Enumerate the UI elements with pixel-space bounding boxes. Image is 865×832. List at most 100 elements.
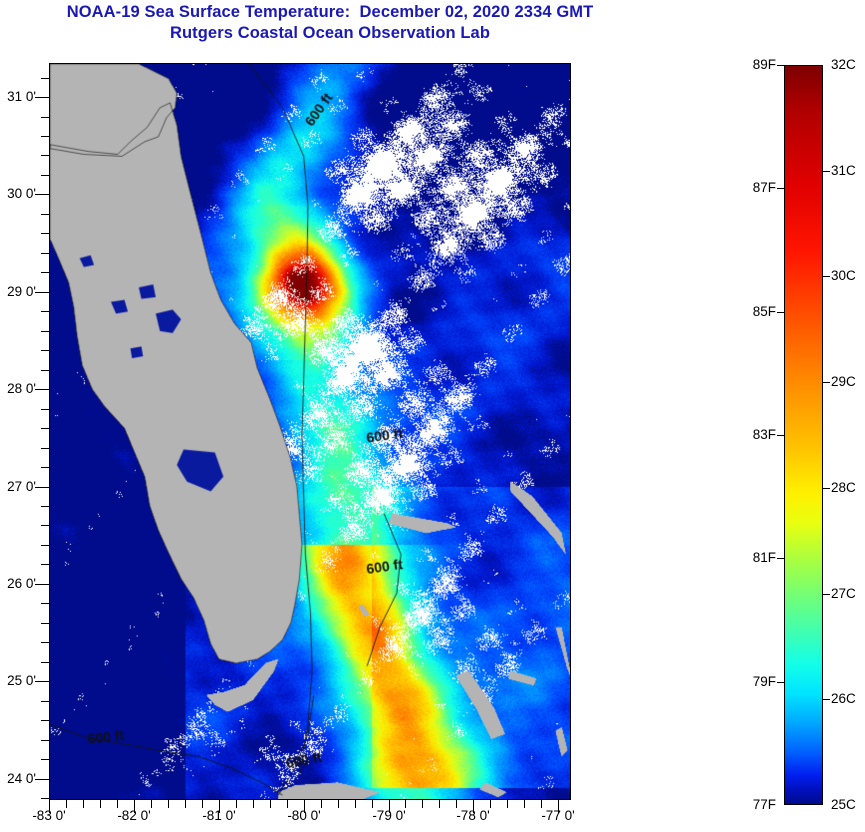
x-axis-tick-minor bbox=[100, 800, 101, 808]
x-axis-tick-minor bbox=[541, 800, 542, 808]
x-axis-label: -78 0' bbox=[456, 808, 490, 823]
y-axis-label: 25 0' bbox=[7, 673, 36, 688]
y-axis-tick-minor bbox=[41, 798, 49, 799]
y-axis-tick-minor bbox=[41, 642, 49, 643]
y-axis-tick-minor bbox=[41, 311, 49, 312]
colorbar-tick-fahrenheit bbox=[777, 682, 784, 683]
sst-raster-image bbox=[50, 64, 570, 799]
colorbar-tick-celsius bbox=[823, 382, 830, 383]
y-axis-tick-major bbox=[35, 779, 49, 780]
y-axis-tick-major bbox=[35, 194, 49, 195]
y-axis-tick-minor bbox=[41, 409, 49, 410]
colorbar-label-fahrenheit: 79F bbox=[752, 674, 776, 689]
x-axis-tick-minor bbox=[270, 800, 271, 808]
x-axis-tick-minor bbox=[338, 800, 339, 808]
colorbar-tick-celsius bbox=[823, 488, 830, 489]
y-axis-tick-major bbox=[35, 681, 49, 682]
colorbar-label-celsius: 26C bbox=[831, 691, 856, 706]
x-axis-tick-minor bbox=[439, 800, 440, 808]
colorbar-label-celsius: 31C bbox=[831, 163, 856, 178]
y-axis-label: 30 0' bbox=[7, 186, 36, 201]
temperature-colorbar[interactable] bbox=[784, 65, 823, 805]
x-axis-tick-major bbox=[219, 800, 220, 813]
colorbar-tick-celsius bbox=[823, 594, 830, 595]
x-axis-tick-minor bbox=[490, 800, 491, 808]
colorbar-label-fahrenheit: 89F bbox=[752, 57, 776, 72]
y-axis-tick-minor bbox=[41, 564, 49, 565]
y-axis-label: 31 0' bbox=[7, 89, 36, 104]
x-axis-tick-minor bbox=[83, 800, 84, 808]
colorbar-tick-celsius bbox=[823, 276, 830, 277]
colorbar-tick-celsius bbox=[823, 699, 830, 700]
x-axis-tick-major bbox=[49, 800, 50, 813]
x-axis-tick-minor bbox=[355, 800, 356, 808]
colorbar-label-celsius: 28C bbox=[831, 480, 856, 495]
y-axis-tick-minor bbox=[41, 545, 49, 546]
x-axis-tick-minor bbox=[151, 800, 152, 808]
y-axis-tick-major bbox=[35, 584, 49, 585]
y-axis-label: 27 0' bbox=[7, 479, 36, 494]
y-axis-tick-minor bbox=[41, 603, 49, 604]
y-axis-tick-minor bbox=[41, 428, 49, 429]
colorbar-tick-fahrenheit bbox=[777, 188, 784, 189]
y-axis-tick-minor bbox=[41, 350, 49, 351]
x-axis-tick-minor bbox=[168, 800, 169, 808]
title-line-primary: NOAA-19 Sea Surface Temperature: Decembe… bbox=[66, 3, 594, 21]
y-axis-tick-minor bbox=[41, 272, 49, 273]
colorbar-label-fahrenheit: 83F bbox=[752, 427, 776, 442]
y-axis-label: 26 0' bbox=[7, 576, 36, 591]
y-axis-tick-minor bbox=[41, 214, 49, 215]
colorbar-label-fahrenheit: 87F bbox=[752, 180, 776, 195]
x-axis-tick-minor bbox=[321, 800, 322, 808]
x-axis-tick-minor bbox=[456, 800, 457, 808]
y-axis-label: 24 0' bbox=[7, 771, 36, 786]
x-axis-tick-minor bbox=[253, 800, 254, 808]
page-title: NOAA-19 Sea Surface Temperature: Decembe… bbox=[0, 2, 660, 44]
y-axis-tick-minor bbox=[41, 175, 49, 176]
x-axis-tick-minor bbox=[236, 800, 237, 808]
y-axis-tick-minor bbox=[41, 525, 49, 526]
x-axis-tick-minor bbox=[507, 800, 508, 808]
y-axis-tick-minor bbox=[41, 136, 49, 137]
x-axis-tick-major bbox=[473, 800, 474, 813]
x-axis-tick-major bbox=[558, 800, 559, 813]
colorbar-tick-fahrenheit bbox=[777, 558, 784, 559]
y-axis-tick-minor bbox=[41, 331, 49, 332]
y-axis-tick-minor bbox=[41, 467, 49, 468]
y-axis-tick-minor bbox=[41, 701, 49, 702]
x-axis-tick-minor bbox=[524, 800, 525, 808]
y-axis-tick-major bbox=[35, 292, 49, 293]
x-axis-tick-minor bbox=[185, 800, 186, 808]
y-axis-tick-minor bbox=[41, 662, 49, 663]
x-axis-label: -83 0' bbox=[32, 808, 66, 823]
y-axis-tick-major bbox=[35, 389, 49, 390]
x-axis-tick-major bbox=[304, 800, 305, 813]
x-axis-label: -77 0' bbox=[541, 808, 575, 823]
x-axis-label: -79 0' bbox=[372, 808, 406, 823]
sst-map-plot[interactable] bbox=[49, 63, 571, 800]
y-axis-tick-minor bbox=[41, 720, 49, 721]
y-axis-tick-minor bbox=[41, 370, 49, 371]
colorbar-label-fahrenheit: 77F bbox=[752, 797, 776, 812]
y-axis-label: 29 0' bbox=[7, 284, 36, 299]
y-axis-tick-minor bbox=[41, 155, 49, 156]
y-axis-tick-major bbox=[35, 487, 49, 488]
colorbar-tick-celsius bbox=[823, 171, 830, 172]
x-axis-tick-minor bbox=[117, 800, 118, 808]
x-axis-tick-major bbox=[134, 800, 135, 813]
x-axis-tick-minor bbox=[372, 800, 373, 808]
x-axis-label: -80 0' bbox=[287, 808, 321, 823]
y-axis-tick-major bbox=[35, 97, 49, 98]
y-axis-tick-minor bbox=[41, 117, 49, 118]
x-axis-tick-major bbox=[389, 800, 390, 813]
y-axis-tick-minor bbox=[41, 448, 49, 449]
x-axis-tick-minor bbox=[66, 800, 67, 808]
y-axis-tick-minor bbox=[41, 253, 49, 254]
colorbar-label-celsius: 25C bbox=[831, 797, 856, 812]
colorbar-label-celsius: 30C bbox=[831, 268, 856, 283]
colorbar-tick-fahrenheit bbox=[777, 435, 784, 436]
colorbar-tick-fahrenheit bbox=[777, 65, 784, 66]
x-axis-label: -82 0' bbox=[117, 808, 151, 823]
y-axis-tick-minor bbox=[41, 233, 49, 234]
x-axis-tick-minor bbox=[405, 800, 406, 808]
